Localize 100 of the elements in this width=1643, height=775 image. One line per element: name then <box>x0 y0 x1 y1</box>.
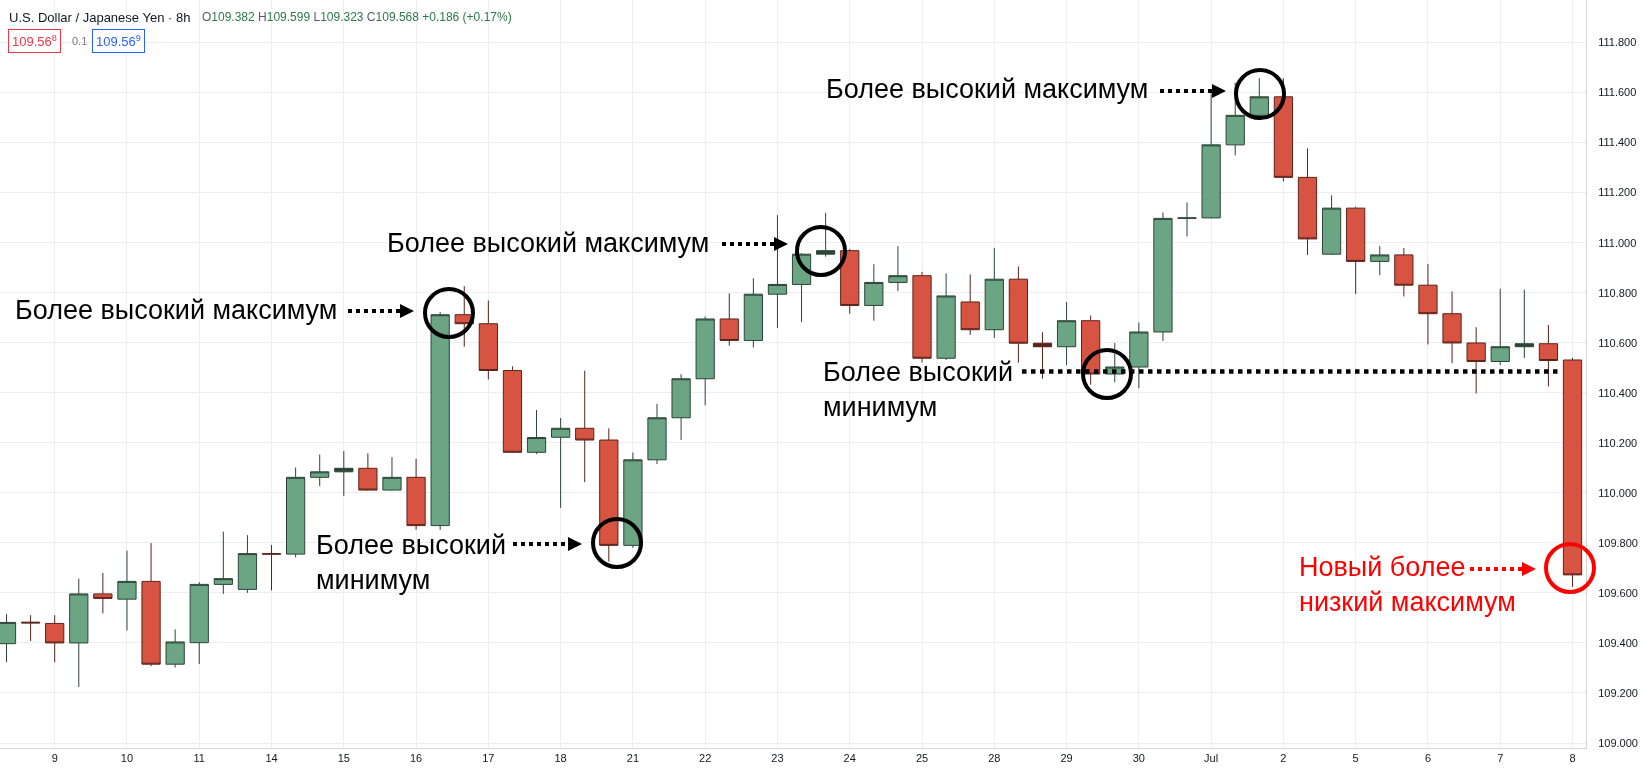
candlestick <box>551 417 571 509</box>
candlestick <box>719 292 739 347</box>
candlestick <box>286 467 306 558</box>
x-tick-label: 17 <box>482 752 495 765</box>
candlestick <box>1394 247 1414 297</box>
candlestick <box>888 245 908 292</box>
x-tick-label: 29 <box>1060 752 1073 765</box>
candlestick <box>93 572 113 614</box>
candlestick <box>1321 194 1342 256</box>
candlestick <box>310 454 330 487</box>
x-tick-label: 22 <box>699 752 712 765</box>
candlestick <box>430 311 450 531</box>
annotation: Более высокий максимум <box>15 295 338 325</box>
candlestick <box>141 542 161 667</box>
annotation: Более высокий минимум <box>316 530 506 596</box>
x-tick-label: 8 <box>1569 752 1576 765</box>
candlestick <box>189 581 209 665</box>
text: U.S. Dollar / Japanese Yen · 8h <box>9 9 191 25</box>
x-tick-label: 16 <box>409 752 423 765</box>
y-tick-label: 110.400 <box>1598 386 1638 399</box>
candlestick <box>45 614 65 663</box>
annotation: Более высокий минимум <box>823 357 1013 423</box>
candlestick <box>1201 92 1221 219</box>
candlestick <box>864 263 884 322</box>
candlestick <box>936 272 956 361</box>
candlestick <box>261 544 282 591</box>
x-tick-label: 28 <box>988 752 1001 765</box>
x-tick-label: 15 <box>337 752 350 765</box>
candlestick <box>599 427 619 563</box>
candlestick <box>1538 324 1559 388</box>
candlestick <box>1346 206 1366 295</box>
candlestick <box>984 247 1004 339</box>
candlestick <box>1562 357 1583 588</box>
y-tick-label: 110.200 <box>1598 436 1638 449</box>
annotation: 109.56$^{9}$ <box>96 33 141 50</box>
y-tick-label: 110.600 <box>1598 336 1638 349</box>
y-tick-label: 111.400 <box>1598 136 1637 149</box>
x-tick-label: 10 <box>120 752 134 765</box>
candlestick <box>1418 263 1438 345</box>
candlestick <box>358 452 378 492</box>
candlestick <box>1032 331 1053 380</box>
candlestick <box>213 531 233 595</box>
candlestick <box>237 534 258 594</box>
annotation: 109.56$^{8}$ <box>12 33 57 50</box>
candlestick <box>1297 147 1318 256</box>
candlestick <box>1273 77 1294 182</box>
candlestick <box>526 409 547 455</box>
candlestick <box>816 212 836 258</box>
y-tick-label: 111.800 <box>1598 36 1637 49</box>
candlestick <box>1056 301 1077 366</box>
candlestick <box>743 277 763 348</box>
candlestick <box>575 370 595 483</box>
x-tick-label: 30 <box>1132 752 1145 765</box>
x-tick-label: 9 <box>51 752 58 765</box>
candlestick <box>1514 289 1534 359</box>
candlestick <box>623 452 643 549</box>
x-tick-label: 23 <box>771 752 784 765</box>
x-tick-label: Jul <box>1204 752 1219 765</box>
candlestick <box>1466 326 1486 395</box>
candlestick <box>117 550 137 631</box>
y-tick-label: 111.000 <box>1598 236 1637 249</box>
candlestick <box>478 299 498 380</box>
candlestick <box>1370 245 1390 276</box>
y-tick-label: 110.800 <box>1598 286 1638 299</box>
candlestick <box>502 365 523 454</box>
annotation: Новый более низкий максимум <box>1299 552 1516 618</box>
candlestick <box>695 315 715 406</box>
x-tick-label: 2 <box>1280 752 1287 765</box>
y-tick-label: 109.000 <box>1598 736 1638 749</box>
annotation: 0.1 <box>72 35 88 47</box>
candlestick <box>671 373 691 441</box>
candlestick <box>382 456 402 492</box>
candlestick <box>1442 290 1462 364</box>
annotation: Более высокий максимум <box>826 74 1149 104</box>
candlestick <box>165 628 185 668</box>
x-tick-label: 7 <box>1497 752 1504 765</box>
candlestick <box>840 248 860 315</box>
annotation: Более высокий максимум <box>387 228 710 258</box>
x-tick-label: 6 <box>1424 752 1432 765</box>
text: O109.382 H109.599 L109.323 C109.568 +0.186 (+0.17%) <box>202 10 512 24</box>
x-tick-label: 14 <box>265 752 278 765</box>
x-tick-label: 11 <box>193 752 205 765</box>
x-tick-label: 21 <box>626 752 640 765</box>
x-tick-label: 18 <box>554 752 567 765</box>
candlestick <box>69 578 89 688</box>
candlestick <box>406 458 426 531</box>
candlestick <box>1249 77 1269 119</box>
candlestick <box>1129 321 1149 389</box>
y-tick-label: 110.000 <box>1598 486 1638 499</box>
x-tick-label: 25 <box>915 752 929 765</box>
y-tick-label: 109.800 <box>1598 536 1638 549</box>
candlestick <box>1225 82 1245 156</box>
x-tick-label: 5 <box>1352 752 1359 765</box>
y-tick-label: 109.600 <box>1598 586 1638 599</box>
candlestick <box>1153 211 1173 342</box>
x-tick-label: 24 <box>843 752 856 765</box>
candlestick <box>1177 201 1197 237</box>
candlestick <box>647 403 667 465</box>
candlestick <box>1490 288 1510 366</box>
y-tick-label: 111.200 <box>1598 186 1637 199</box>
